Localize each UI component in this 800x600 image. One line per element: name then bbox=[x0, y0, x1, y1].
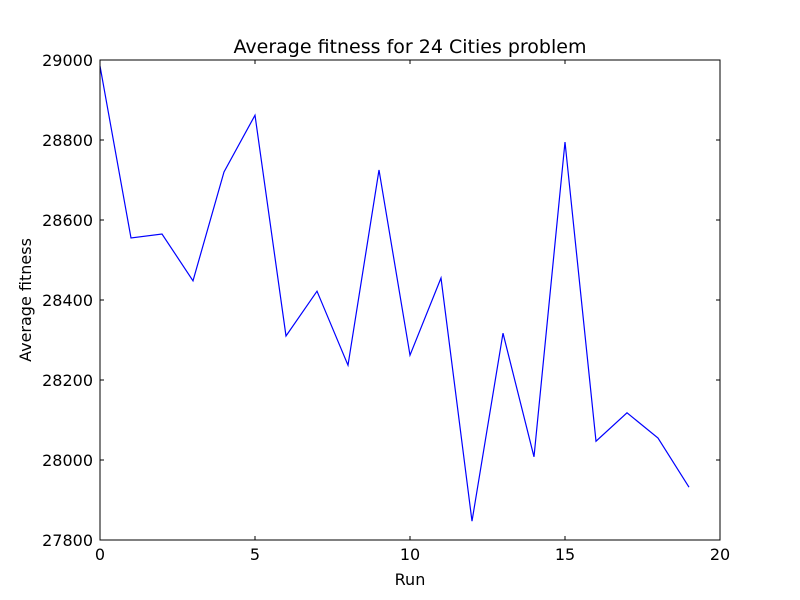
y-axis-label: Average fitness bbox=[16, 238, 35, 362]
series-line bbox=[99, 65, 690, 522]
y-tick-label: 28800 bbox=[42, 131, 93, 150]
y-tick-label: 29000 bbox=[42, 51, 93, 70]
x-tick-label: 0 bbox=[95, 545, 105, 564]
y-tick-label: 28000 bbox=[42, 451, 93, 470]
y-axis: 27800 28000 28200 28400 28600 28800 29000 bbox=[42, 51, 720, 550]
x-axis: 0 5 10 15 20 bbox=[95, 60, 730, 564]
x-tick-label: 15 bbox=[555, 545, 575, 564]
y-tick-label: 28200 bbox=[42, 371, 93, 390]
plot-frame bbox=[99, 59, 721, 541]
series-layer bbox=[99, 65, 690, 522]
x-tick-label: 20 bbox=[710, 545, 730, 564]
x-tick-label: 10 bbox=[400, 545, 420, 564]
chart-title: Average fitness for 24 Cities problem bbox=[234, 36, 587, 58]
y-tick-label: 27800 bbox=[42, 531, 93, 550]
x-tick-label: 5 bbox=[250, 545, 260, 564]
x-axis-label: Run bbox=[395, 570, 426, 589]
y-tick-label: 28600 bbox=[42, 211, 93, 230]
y-tick-label: 28400 bbox=[42, 291, 93, 310]
